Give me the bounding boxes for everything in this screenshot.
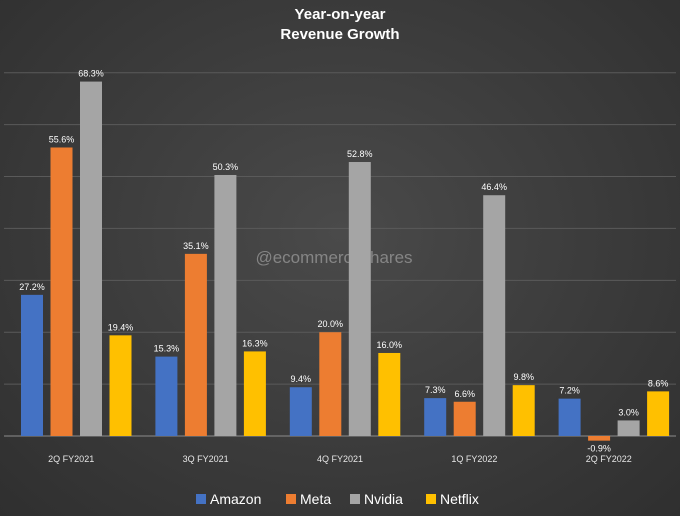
watermark: @ecommerceshares (255, 248, 412, 267)
bar-nvidia-4 (617, 420, 640, 436)
data-label: 8.6% (648, 378, 669, 388)
bar-nvidia-3 (483, 195, 506, 436)
data-label: 9.4% (291, 374, 312, 384)
bar-amazon-1 (155, 356, 178, 436)
bar-meta-3 (453, 401, 476, 436)
data-labels-group: 27.2% 55.6% 68.3% 19.4% 15.3% 35.1% 50.3% 16.3%… (19, 69, 668, 454)
data-label: 46.4% (481, 182, 507, 192)
data-label: 52.8% (347, 149, 373, 159)
legend-label-nvidia: Nvidia (364, 491, 403, 507)
bar-meta-4 (588, 436, 611, 441)
legend-label-amazon: Amazon (210, 491, 261, 507)
bar-nvidia-1 (214, 174, 237, 437)
bar-amazon-3 (424, 398, 447, 436)
x-tick-label: 1Q FY2022 (451, 454, 497, 464)
legend-label-meta: Meta (300, 491, 331, 507)
bar-netflix-0 (109, 335, 132, 436)
x-tick-label: 2Q FY2021 (48, 454, 94, 464)
bar-netflix-3 (512, 385, 535, 436)
x-tick-label: 3Q FY2021 (183, 454, 229, 464)
bar-meta-1 (184, 253, 207, 436)
data-label: 50.3% (213, 162, 239, 172)
x-tick-label: 2Q FY2022 (586, 454, 632, 464)
data-label: 7.2% (559, 386, 580, 396)
data-label: 68.3% (78, 69, 104, 79)
data-label: 19.4% (108, 322, 134, 332)
bar-nvidia-2 (348, 162, 371, 436)
data-label: 35.1% (183, 241, 209, 251)
legend-swatch-meta (286, 494, 296, 504)
bars-group (21, 81, 670, 441)
data-label: 27.2% (19, 282, 45, 292)
category-ticks-group: 2Q FY2021 3Q FY2021 4Q FY2021 1Q FY2022 2Q F… (48, 454, 632, 464)
bar-netflix-1 (243, 351, 266, 436)
legend-swatch-netflix (426, 494, 436, 504)
chart-subtitle: Revenue Growth (280, 26, 399, 43)
data-label: 16.3% (242, 338, 268, 348)
legend-swatch-nvidia (350, 494, 360, 504)
data-label: 15.3% (154, 344, 180, 354)
bar-netflix-4 (647, 391, 670, 436)
data-label: 20.0% (318, 319, 344, 329)
legend: Amazon Meta Nvidia Netflix (196, 491, 479, 507)
x-tick-label: 4Q FY2021 (317, 454, 363, 464)
data-label: 55.6% (49, 134, 75, 144)
data-label: -0.9% (587, 444, 611, 454)
data-label: 3.0% (618, 407, 639, 417)
gridlines (4, 72, 676, 437)
bar-amazon-4 (558, 398, 581, 436)
legend-label-netflix: Netflix (440, 491, 479, 507)
chart-title: Year-on-year (295, 6, 386, 23)
legend-swatch-amazon (196, 494, 206, 504)
bar-meta-2 (319, 332, 342, 436)
bar-netflix-2 (378, 352, 401, 436)
bar-amazon-2 (289, 387, 312, 436)
bar-meta-0 (50, 147, 73, 436)
bar-amazon-0 (21, 294, 43, 436)
data-label: 16.0% (377, 340, 403, 350)
bar-nvidia-0 (80, 81, 102, 437)
data-label: 7.3% (425, 385, 446, 395)
data-label: 6.6% (454, 389, 475, 399)
data-label: 9.8% (513, 372, 534, 382)
